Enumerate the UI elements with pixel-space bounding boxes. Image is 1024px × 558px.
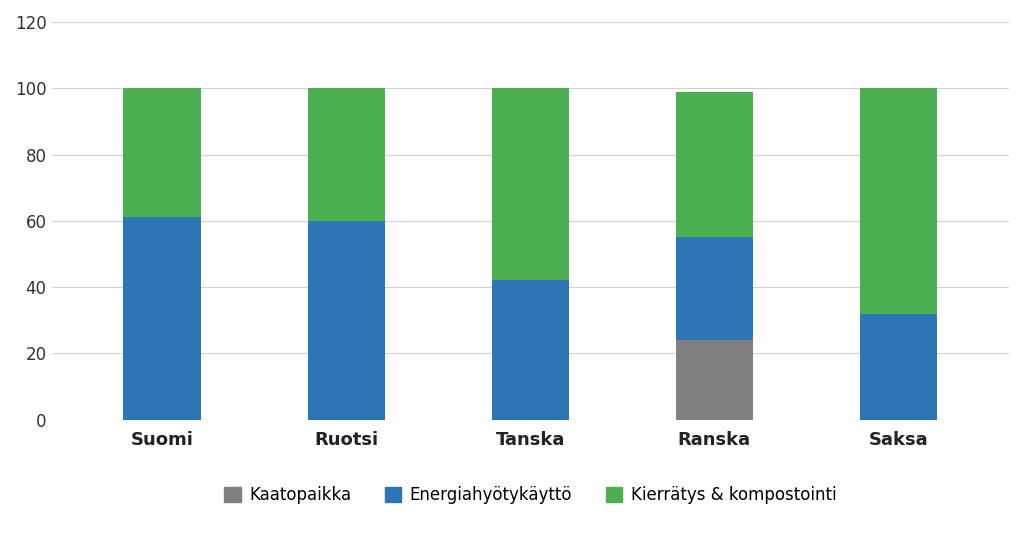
Bar (307, 88, 385, 221)
Bar (124, 218, 201, 420)
Bar (676, 92, 753, 237)
Bar (492, 281, 569, 420)
Bar (676, 237, 753, 340)
Legend: Kaatopaikka, Energiahyötykäyttö, Kierrätys & kompostointi: Kaatopaikka, Energiahyötykäyttö, Kierrät… (218, 479, 843, 511)
Bar (860, 314, 937, 420)
Bar (492, 88, 569, 281)
Bar (676, 340, 753, 420)
Bar (124, 88, 201, 218)
Bar (307, 221, 385, 420)
Bar (860, 88, 937, 314)
